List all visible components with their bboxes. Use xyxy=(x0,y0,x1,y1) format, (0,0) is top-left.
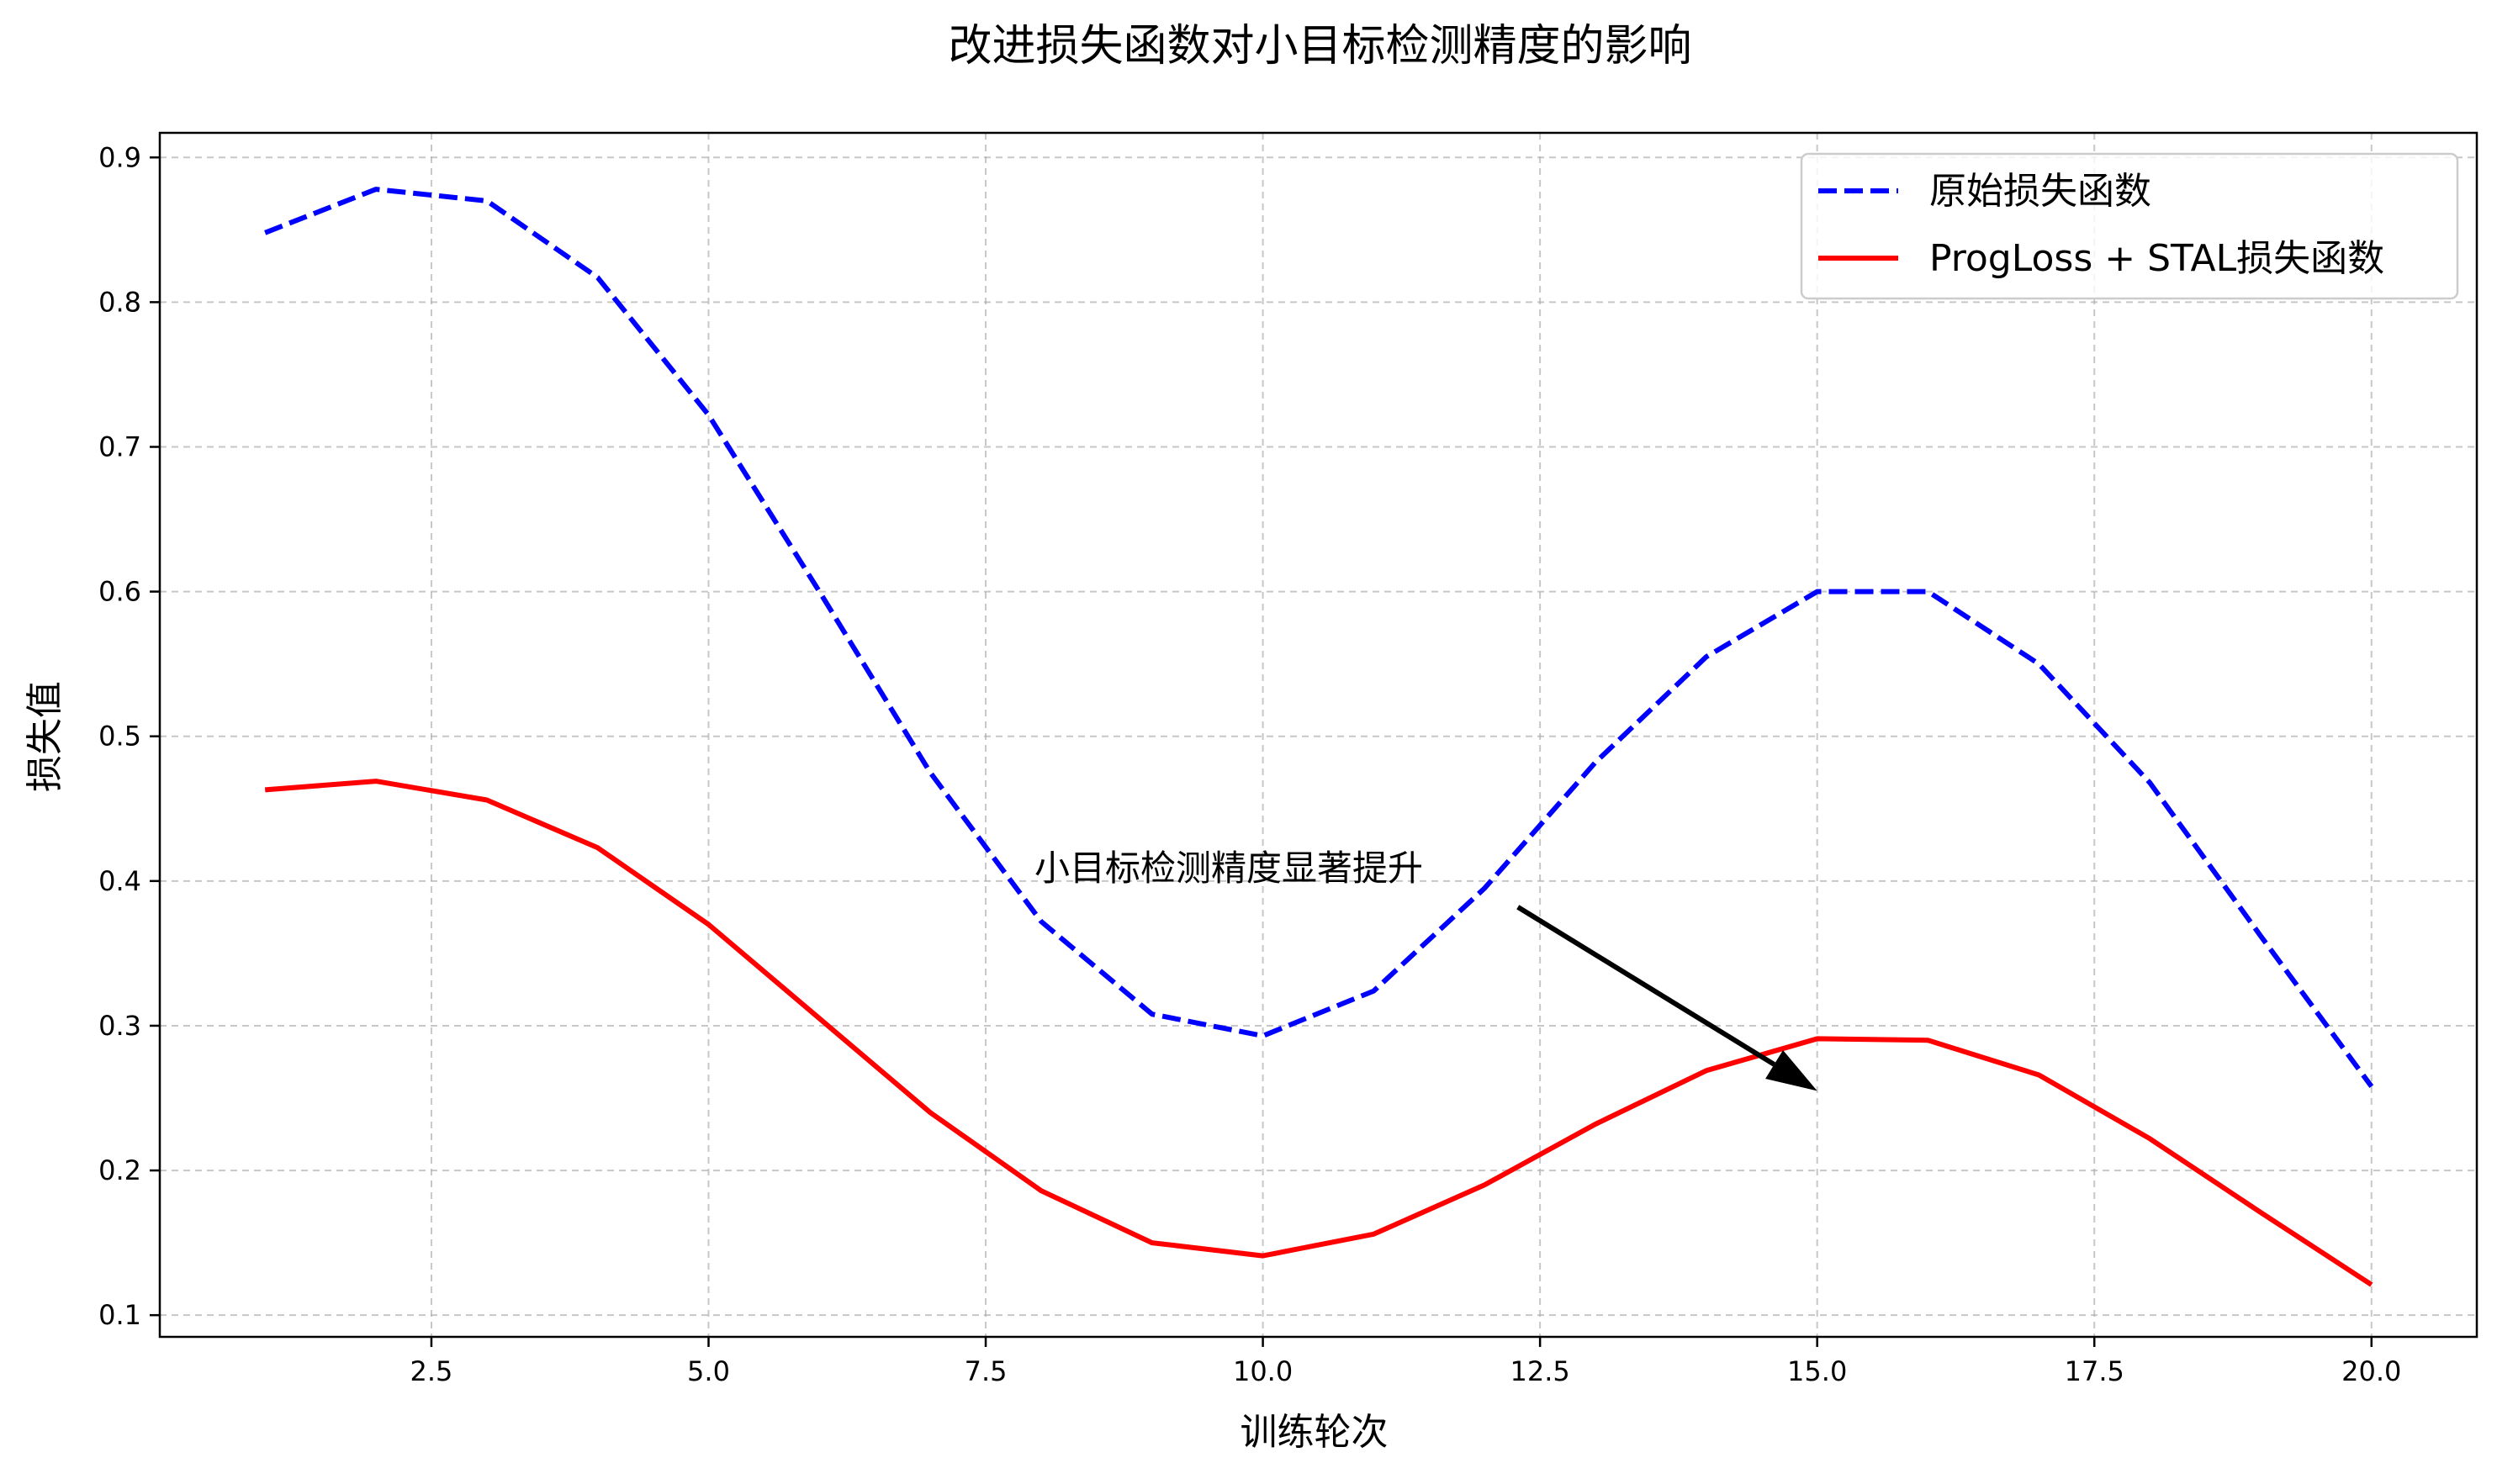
x-tick-label: 5.0 xyxy=(687,1355,730,1387)
series-layer xyxy=(264,187,2374,1287)
series-line-original-loss xyxy=(264,187,2374,1088)
y-tick-label: 0.5 xyxy=(98,721,141,753)
legend-label: 原始损失函数 xyxy=(1929,170,2151,213)
x-tick-label: 2.5 xyxy=(410,1355,453,1387)
y-tick-label: 0.3 xyxy=(98,1010,141,1042)
chart-title: 改进损失函数对小目标检测精度的影响 xyxy=(948,21,1691,71)
annotation-arrow-head xyxy=(1765,1050,1817,1091)
y-tick-label: 0.8 xyxy=(98,286,141,318)
legend: 原始损失函数 ProgLoss + STAL损失函数 xyxy=(1800,152,2459,300)
annotation-text: 小目标检测精度显著提升 xyxy=(1034,848,1423,889)
plot-area-frame xyxy=(158,131,2478,1339)
y-tick-label: 0.2 xyxy=(98,1154,141,1186)
series-line-progloss-stal xyxy=(264,779,2373,1287)
grid-layer xyxy=(160,133,2477,1337)
legend-box xyxy=(1800,152,2459,300)
y-tick-label: 0.6 xyxy=(98,576,141,608)
y-tick-label: 0.9 xyxy=(98,141,141,173)
x-axis-label: 训练轮次 xyxy=(1241,1411,1389,1454)
y-tick-label: 0.4 xyxy=(98,865,141,897)
y-tick-label: 0.1 xyxy=(98,1299,141,1331)
y-tick-label: 0.7 xyxy=(98,430,141,462)
annotation-arrow-shaft xyxy=(1516,905,1776,1067)
x-tick-label: 7.5 xyxy=(965,1355,1008,1387)
tick-layer: 2.5 5.0 7.5 10.0 12.5 15.0 17.5 20.0 0.1 0.2 0.3 0.… xyxy=(98,141,2401,1387)
x-tick-label: 10.0 xyxy=(1233,1355,1293,1387)
annotation-layer: 小目标检测精度显著提升 xyxy=(1034,848,1817,1091)
y-axis-label: 损失值 xyxy=(24,681,66,792)
legend-label: ProgLoss + STAL损失函数 xyxy=(1929,237,2384,280)
x-tick-label: 12.5 xyxy=(1510,1355,1570,1387)
x-tick-label: 15.0 xyxy=(1787,1355,1847,1387)
x-tick-label: 17.5 xyxy=(2065,1355,2124,1387)
x-tick-label: 20.0 xyxy=(2341,1355,2401,1387)
